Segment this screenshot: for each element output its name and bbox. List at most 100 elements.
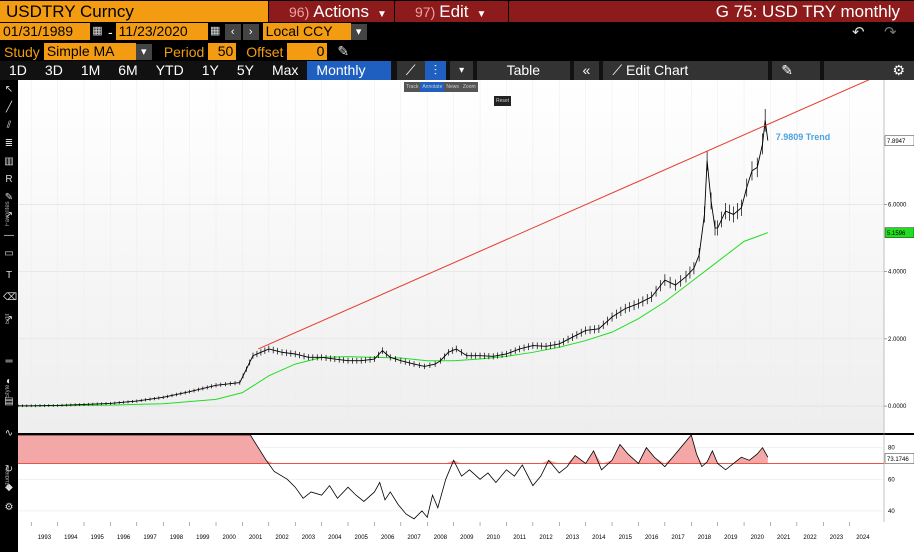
- eraser-icon[interactable]: ⌫: [3, 292, 18, 303]
- price-chart[interactable]: 1993 1994 1995 1996 1997 1998 1999 2000 2001 2002…: [18, 80, 914, 552]
- x-tick-label-28: 2021: [777, 535, 791, 541]
- x-tick-label-24: 2017: [671, 535, 685, 541]
- y-tick-label-3: 6.0000: [888, 202, 907, 208]
- y-axis-strip: [884, 80, 914, 522]
- chevron-left-icon[interactable]: ‹: [224, 23, 241, 40]
- study-tool-icon[interactable]: ∿: [4, 428, 14, 439]
- period-ytd-button[interactable]: YTD: [155, 62, 184, 78]
- date-range-bar: 01/31/1989 ▦ - 11/23/2020 ▦ ‹ › Local CC…: [0, 22, 914, 41]
- end-date-field[interactable]: 11/23/2020: [115, 23, 208, 40]
- fib-tool-icon[interactable]: ≣: [4, 138, 14, 149]
- x-tick-label-17: 2010: [487, 535, 501, 541]
- main-panel-background: [18, 80, 884, 433]
- left-label-studies: Studies: [5, 467, 11, 488]
- undo-icon[interactable]: ↶: [852, 23, 865, 41]
- period-3d-button[interactable]: 3D: [44, 62, 63, 78]
- trend-line: [258, 80, 870, 350]
- trend-tool-icon[interactable]: ↗: [4, 314, 14, 325]
- frequency-label: Monthly: [316, 62, 366, 78]
- ma-value-label-box: [884, 227, 914, 238]
- news-button[interactable]: News: [444, 82, 461, 92]
- bar-chart-icon[interactable]: ⫶: [424, 61, 447, 80]
- fill-tool-icon[interactable]: ▤: [4, 396, 14, 407]
- horizontal-line-icon[interactable]: —: [4, 230, 14, 241]
- period-field[interactable]: 50: [208, 43, 237, 60]
- hover-tool-menu: Track Annotate News Zoom: [404, 82, 478, 92]
- chevron-right-icon[interactable]: ›: [242, 23, 259, 40]
- x-tick-label-20: 2013: [566, 535, 580, 541]
- offset-label: Offset: [246, 43, 284, 60]
- ticker-field[interactable]: USDTRY Curncy: [0, 0, 268, 22]
- calendar-icon[interactable]: ▦: [92, 25, 103, 37]
- track-button[interactable]: Track: [404, 82, 421, 92]
- rsi-tick-label-2: 40: [888, 509, 895, 515]
- currency-select[interactable]: Local CCY: [262, 23, 351, 40]
- extra-study-icon[interactable]: ◆: [5, 482, 13, 493]
- left-label-style: Style: [5, 384, 11, 398]
- gear-icon[interactable]: ⚙: [823, 61, 914, 80]
- x-tick-label-10: 2003: [302, 535, 316, 541]
- redo-icon[interactable]: ↷: [884, 23, 897, 41]
- x-tick-label-15: 2008: [434, 535, 448, 541]
- price-value-label-box: [884, 135, 914, 146]
- annotate-icon[interactable]: ✎: [772, 61, 820, 80]
- rsi-tick-label-1: 60: [888, 477, 895, 483]
- calendar-icon[interactable]: ▦: [209, 25, 221, 37]
- channel-tool-icon[interactable]: ⫽: [6, 120, 12, 131]
- text-box-icon[interactable]: T: [5, 270, 13, 281]
- line-tool-icon[interactable]: ╱: [5, 102, 13, 113]
- frequency-select[interactable]: Monthly ▼: [307, 61, 391, 97]
- refresh-icon[interactable]: ↻: [4, 464, 14, 475]
- chevron-down-icon: ▼: [376, 8, 387, 20]
- settings-small-icon[interactable]: ⚙: [4, 502, 14, 513]
- annotate-button[interactable]: Annotate: [420, 82, 445, 92]
- period-max-button[interactable]: Max: [271, 62, 299, 78]
- chart-type-dropdown-icon[interactable]: ▾: [450, 61, 474, 80]
- edit-chart-icon: ⟋: [612, 62, 623, 78]
- edit-chart-button[interactable]: ⟋ Edit Chart: [603, 61, 769, 80]
- arrow-tool-icon[interactable]: ↗: [4, 210, 14, 221]
- actions-menu-button[interactable]: 96) Actions ▼: [268, 0, 394, 22]
- x-tick-label-19: 2012: [539, 535, 553, 541]
- line-style-icon[interactable]: ═: [5, 356, 13, 367]
- x-tick-label-18: 2011: [513, 535, 527, 541]
- color-tool-icon[interactable]: ◐: [5, 376, 13, 387]
- x-tick-label-25: 2018: [698, 535, 712, 541]
- period-1y-button[interactable]: 1Y: [201, 62, 219, 78]
- pencil-tool-icon[interactable]: ✎: [4, 192, 14, 203]
- reset-button[interactable]: Reset: [494, 96, 512, 106]
- x-tick-label-29: 2022: [803, 535, 817, 541]
- chevron-down-icon[interactable]: ▾: [350, 23, 367, 40]
- x-tick-label-0: 1993: [38, 535, 52, 541]
- x-tick-label-11: 2004: [328, 535, 342, 541]
- chart-title: G 75: USD TRY monthly: [508, 0, 914, 22]
- chevron-down-icon[interactable]: ▾: [135, 43, 152, 60]
- start-date-field[interactable]: 01/31/1989: [0, 23, 90, 40]
- collapse-icon[interactable]: «: [573, 61, 600, 80]
- y-tick-label-2: 4.0000: [888, 270, 907, 276]
- period-1m-button[interactable]: 1M: [80, 62, 101, 78]
- study-bar: Study Simple MA ▾ Period 50 Offset 0 ✎: [0, 42, 914, 61]
- table-button[interactable]: Table: [477, 61, 570, 80]
- text-tool-icon[interactable]: R: [5, 174, 13, 185]
- x-tick-label-1: 1994: [64, 535, 78, 541]
- x-tick-label-31: 2024: [856, 535, 870, 541]
- offset-field[interactable]: 0: [287, 43, 328, 60]
- edit-number: 97): [415, 3, 436, 20]
- pen-icon[interactable]: ✎: [337, 43, 350, 59]
- zoom-label: Zoom: [462, 84, 476, 90]
- study-select[interactable]: Simple MA: [43, 43, 136, 60]
- ruler-tool-icon[interactable]: ▥: [4, 156, 14, 167]
- cursor-icon[interactable]: ↖: [4, 84, 14, 95]
- period-label: Period: [163, 43, 205, 60]
- period-6m-button[interactable]: 6M: [118, 62, 138, 78]
- period-1d-button[interactable]: 1D: [9, 62, 27, 78]
- edit-menu-button[interactable]: 97) Edit ▼: [394, 0, 508, 22]
- line-chart-icon[interactable]: ⟋: [396, 61, 425, 80]
- x-axis-ticks: 1993 1994 1995 1996 1997 1998 1999 2000 2001 2002…: [30, 522, 870, 541]
- period-5y-button[interactable]: 5Y: [236, 62, 254, 78]
- x-tick-label-6: 1999: [196, 535, 210, 541]
- rectangle-tool-icon[interactable]: ▭: [4, 248, 14, 259]
- actions-number: 96): [289, 3, 310, 20]
- zoom-button[interactable]: Zoom: [460, 82, 478, 92]
